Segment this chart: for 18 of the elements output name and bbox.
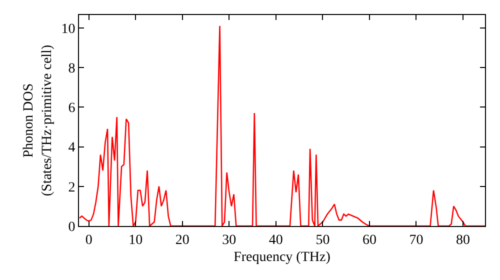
- x-tick-label: 80: [456, 232, 470, 248]
- x-tick-label: 70: [409, 232, 424, 248]
- y-tick-label: 4: [68, 140, 76, 156]
- y-tick-label: 2: [68, 180, 76, 196]
- y-tick-label: 8: [68, 61, 76, 76]
- y-tick-label: 10: [61, 22, 76, 37]
- y-axis-title: Phonon DOS (States/THz·primitive cell): [22, 44, 55, 196]
- x-tick-label: 50: [316, 232, 330, 248]
- line-series: [79, 25, 485, 226]
- x-tick-label: 10: [128, 232, 143, 248]
- x-tick-label: 60: [362, 232, 376, 248]
- x-tick-label: 30: [222, 232, 236, 248]
- x-tick-label: 40: [268, 232, 283, 248]
- y-tick-label: 0: [68, 220, 76, 235]
- x-tick-label: 20: [175, 232, 190, 248]
- x-axis-title: Frequency (THz): [234, 250, 331, 266]
- y-tick-label: 6: [68, 101, 76, 116]
- x-tick-label: 0: [85, 232, 92, 248]
